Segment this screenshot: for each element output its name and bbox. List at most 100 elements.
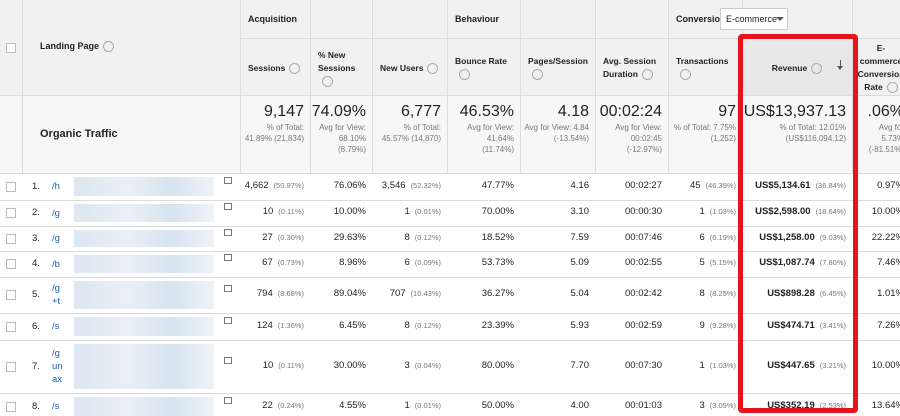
cell-value: 30.00% [333, 359, 366, 371]
landing-page-link[interactable]: /g [52, 348, 60, 359]
help-icon[interactable] [641, 69, 653, 81]
landing-page-link[interactable]: /b [52, 258, 60, 270]
cell-value: US$447.65 [767, 359, 815, 371]
landing-page-link[interactable]: /h [52, 181, 60, 192]
cell: 8 (0.12%) [372, 320, 441, 331]
landing-page-link[interactable]: /s [52, 401, 60, 412]
row-index: 7. [32, 360, 40, 372]
total-detail: (-81.51%) [868, 145, 900, 154]
row-checkbox[interactable] [6, 290, 16, 300]
landing-page-link[interactable]: /g [52, 233, 60, 244]
landing-page-link[interactable]: +t [52, 296, 61, 307]
help-icon[interactable] [459, 69, 470, 81]
cell: 22.22% [852, 232, 900, 243]
cell: 45 (46.39%) [668, 180, 736, 191]
open-page-icon[interactable] [224, 176, 232, 184]
open-page-icon[interactable] [224, 203, 232, 210]
open-page-icon[interactable] [224, 228, 232, 236]
total-value: .06% [867, 103, 900, 120]
column-title: E-commerce Conversion Rate [858, 42, 900, 94]
cell: 00:02:59 [595, 320, 662, 331]
cell-value: 4.16 [570, 179, 590, 191]
cell-value: 10.00% [871, 359, 900, 371]
column-header[interactable]: Avg. Session Duration [603, 48, 660, 88]
help-icon[interactable] [680, 69, 691, 81]
cell-value: 7.59 [570, 231, 590, 243]
row-checkbox[interactable] [6, 233, 16, 244]
total-detail: (11.74%) [482, 145, 514, 154]
cell-value: 3 [404, 359, 410, 371]
cell-share: (0.01%) [414, 207, 441, 216]
row-border [0, 95, 900, 96]
help-icon[interactable] [532, 69, 543, 81]
cell-value: 0.97% [877, 179, 900, 191]
cell-value: 6 [699, 231, 705, 243]
cell-share: (3.41%) [819, 320, 846, 330]
landing-page-link[interactable]: /g [52, 207, 60, 219]
help-icon[interactable] [427, 62, 439, 74]
select-text: E-commerce [726, 14, 778, 24]
cell: 36.27% [447, 288, 514, 299]
help-icon[interactable] [289, 62, 301, 74]
open-page-icon[interactable] [224, 285, 232, 292]
column-header[interactable]: Revenue [750, 48, 844, 88]
open-page-icon[interactable] [224, 396, 232, 404]
conversion-select[interactable]: E-commerce [720, 8, 788, 30]
landing-page-link[interactable]: ax [52, 374, 63, 385]
help-icon[interactable] [811, 62, 823, 74]
total-detail: % of Total: 12.01% [779, 123, 846, 132]
total-detail: 45.57% (14,870) [381, 134, 441, 143]
cell: 00:00:30 [595, 206, 662, 217]
column-header[interactable]: % New Sessions [318, 48, 364, 88]
help-icon[interactable] [103, 41, 115, 53]
cell: 7.46% [852, 257, 900, 268]
landing-page-link[interactable]: un [52, 361, 63, 372]
cell-share: (0.04%) [414, 360, 441, 370]
open-page-icon[interactable] [224, 254, 232, 261]
header-text: Landing Page [40, 41, 100, 51]
column-header[interactable]: E-commerce Conversion Rate [858, 43, 900, 94]
landing-page-link[interactable]: /s [52, 321, 60, 332]
cell: 9 (9.28%) [668, 320, 736, 331]
cell-value: 8.96% [339, 257, 366, 268]
open-page-icon[interactable] [224, 356, 232, 364]
row-checkbox[interactable] [6, 181, 16, 192]
cell-value: 10.00% [333, 206, 366, 217]
row-checkbox[interactable] [6, 401, 16, 412]
landing-page-link[interactable]: /g [52, 283, 60, 294]
cell-share: (46.39%) [705, 180, 736, 190]
column-title: Avg. Session Duration [603, 55, 660, 81]
total-detail: % of Total: 7.75% [673, 123, 736, 132]
row-checkbox[interactable] [6, 208, 16, 218]
cell: 18.52% [447, 232, 514, 243]
cell-value: 5.93 [570, 319, 590, 331]
column-header[interactable]: Sessions [248, 48, 302, 88]
cell-share: (3.09%) [709, 400, 736, 410]
column-header[interactable]: Pages/Session [528, 48, 588, 88]
row-checkbox[interactable] [6, 259, 16, 269]
cell: 7.26% [852, 320, 900, 331]
column-title: % New Sessions [318, 49, 364, 88]
cell: 67 (0.73%) [240, 257, 304, 268]
column-header[interactable]: Bounce Rate [455, 48, 512, 88]
cell: 6 (6.19%) [668, 232, 736, 243]
header-checkbox[interactable] [6, 43, 16, 53]
row-checkbox[interactable] [6, 321, 16, 332]
cell: 3.10 [520, 206, 590, 217]
column-header[interactable]: New Users [380, 48, 439, 88]
sort-arrow-head [837, 66, 843, 70]
cell: 00:07:46 [595, 232, 662, 243]
column-header[interactable]: Transactions [676, 48, 734, 88]
total-detail: Avg for View: 4.84 [524, 123, 589, 132]
help-icon[interactable] [886, 82, 898, 94]
open-page-icon[interactable] [224, 316, 232, 324]
help-icon[interactable] [322, 75, 333, 87]
total-value: 46.53% [459, 103, 514, 120]
cell-value: 00:02:59 [625, 319, 662, 331]
cell: 80.00% [447, 360, 514, 371]
row-checkbox[interactable] [6, 361, 16, 372]
cell-value: 4.00 [570, 399, 590, 411]
total-detail: % of Total: [403, 123, 441, 132]
col-border [668, 0, 669, 173]
cell-value: 7.70 [570, 359, 590, 371]
